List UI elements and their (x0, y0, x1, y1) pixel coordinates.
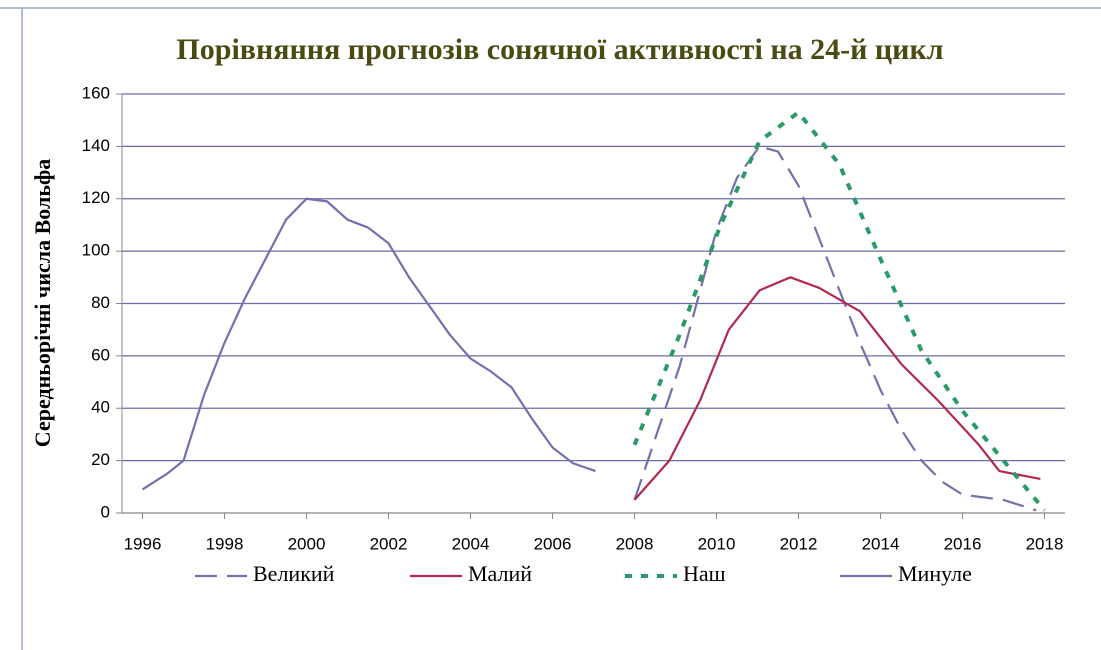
series-line (141, 197, 596, 491)
y-tick-label: 140 (82, 136, 110, 155)
legend-label: Наш (683, 561, 726, 586)
y-tick-label: 160 (82, 83, 110, 102)
x-tick-label: 1998 (206, 534, 244, 553)
y-tick-label: 100 (82, 241, 110, 260)
x-tick-label: 2006 (534, 534, 572, 553)
legend-label: Малий (468, 561, 532, 586)
x-tick-label: 2010 (698, 534, 736, 553)
y-tick-label: 0 (101, 502, 110, 521)
x-tick-label: 2012 (780, 534, 818, 553)
y-tick-label: 40 (91, 398, 110, 417)
y-axis-label: Середньорічні числа Вольфа (30, 159, 55, 447)
series-line (633, 145, 1037, 512)
x-tick-label: 2018 (1026, 534, 1064, 553)
legend-label: Минуле (898, 561, 972, 586)
x-tick-label: 2002 (370, 534, 408, 553)
series-line (632, 110, 1047, 512)
x-tick-label: 2008 (616, 534, 654, 553)
x-tick-label: 2004 (452, 534, 490, 553)
legend-label: Великий (253, 561, 335, 586)
x-tick-label: 2014 (862, 534, 900, 553)
series-line (633, 276, 1041, 501)
x-tick-label: 2000 (288, 534, 326, 553)
x-tick-label: 2016 (944, 534, 982, 553)
y-tick-label: 20 (91, 450, 110, 469)
chart-title: Порівняння прогнозів сонячної активності… (176, 33, 943, 66)
y-tick-label: 80 (91, 293, 110, 312)
x-tick-label: 1996 (124, 534, 162, 553)
y-tick-label: 60 (91, 345, 110, 364)
y-tick-label: 120 (82, 188, 110, 207)
